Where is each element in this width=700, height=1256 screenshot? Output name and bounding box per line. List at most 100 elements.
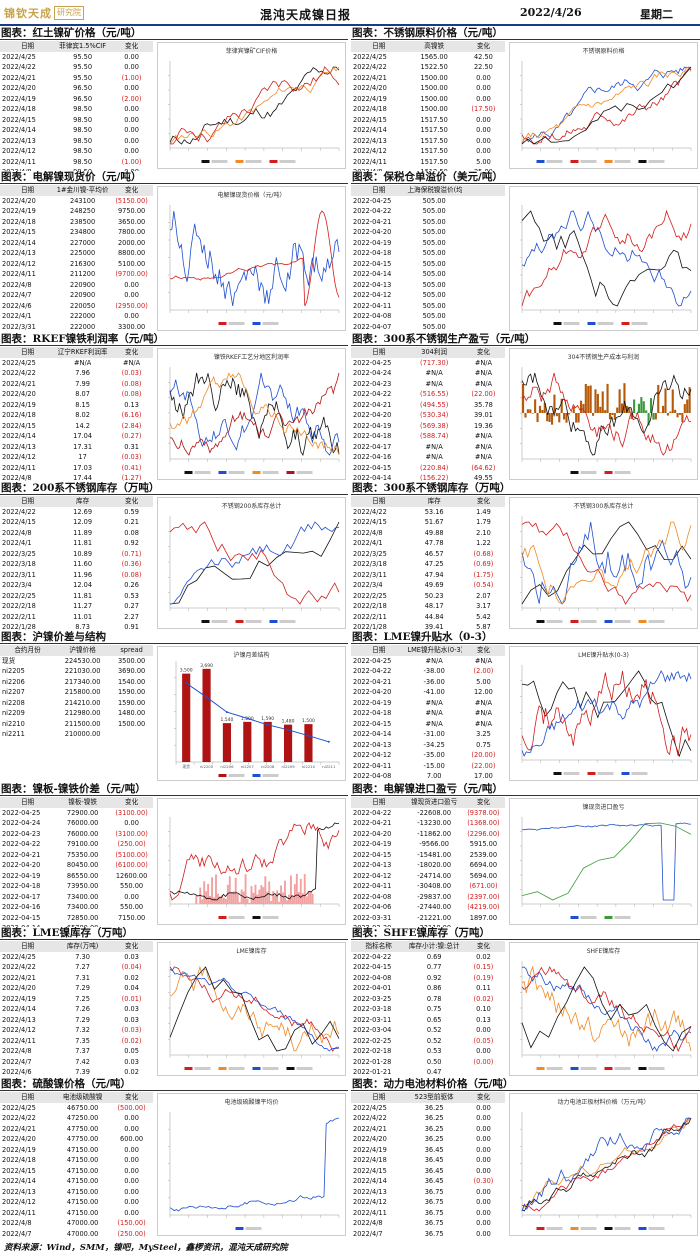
table-row: 2022-03-25 0.78 (0.02) [351, 994, 505, 1005]
table-header-row: 日期 523型前驱体 变化 [351, 1092, 505, 1103]
table-cell: 2022-04-21 [353, 819, 392, 827]
table-cell: 1565.00 [420, 52, 448, 61]
table-cell: 95.50 [73, 52, 93, 61]
table-cell: 2022-04-23 [2, 829, 41, 838]
table-row: 2022-04-21 505.00 [351, 217, 505, 228]
table-cell: #N/A [425, 698, 443, 707]
table-row: 2022-04-20 -11862.00 (2296.00) [351, 829, 505, 840]
legend-label-placeholder [597, 772, 614, 775]
table-cell: (9378.00) [467, 808, 500, 817]
table-row: 2022/4/22 1522.50 22.50 [351, 62, 505, 73]
table-cell: 7.27 [75, 963, 90, 971]
spread-area-bar [254, 884, 257, 904]
table-cell: 550.00 [120, 903, 144, 911]
legend-swatch [536, 620, 545, 623]
table-cell: -30408.00 [417, 882, 452, 890]
table-cell: -9566.00 [419, 840, 449, 848]
table-cell: 0.26 [124, 581, 139, 589]
table-cell: 2022/4/19 [2, 994, 36, 1003]
table-cell: 5.00 [476, 157, 491, 166]
profit-bar [604, 410, 607, 413]
table-cell: 1897.00 [469, 913, 498, 922]
table-cell: 220050 [70, 301, 96, 310]
table-row: 2022-04-20 (530.34) 39.01 [351, 410, 505, 421]
table-cell: -18020.00 [417, 861, 452, 869]
table-row: 2022/4/25 1565.00 42.50 [351, 52, 505, 63]
series-line [169, 822, 339, 901]
table-cell: -11862.00 [417, 829, 452, 838]
section-title: 图表：300系不锈钢库存（万吨） [351, 482, 700, 495]
table-row: 2022-04-12 -35.00 (20.00) [351, 750, 505, 761]
column-header: LME镍升贴水(0-3) [406, 645, 462, 656]
table-cell: 2022-03-30 [351, 923, 406, 927]
chart-title: LME镍升贴水(0-3) [578, 652, 629, 659]
table-cell: -22608.00 [417, 808, 452, 817]
table-header-row: 日期 库存 变化 [351, 496, 505, 507]
table-cell: 2022-04-19 [353, 698, 392, 707]
table-cell: 36.45 [424, 1166, 444, 1175]
price-point [307, 734, 310, 737]
table-cell: 2022-04-15 [353, 719, 392, 728]
spread-area-bar [203, 881, 206, 904]
table-row: 2022-04-20 80450.00 (6100.00) [0, 860, 153, 871]
table-row: 2022/3/18 47.25 (0.69) [351, 559, 505, 570]
table-cell: 0.00 [124, 291, 139, 299]
spread-area-bar [238, 902, 241, 904]
table-cell: 1.22 [476, 539, 491, 547]
table-row: 2022-02-18 0.53 0.00 [351, 1046, 505, 1057]
column-header: 变化 [461, 797, 505, 808]
table-row: 2022-04-24 76000.00 0.00 [0, 818, 153, 829]
table-cell: 2022-04-07 [353, 322, 392, 331]
table-cell: 2022/4/20 [353, 1135, 387, 1143]
profit-bar [664, 388, 667, 413]
table-row: 2022-04-22 79100.00 (250.00) [0, 839, 153, 850]
table-cell: 98.50 [73, 115, 93, 124]
table-cell: 7.00 [426, 772, 442, 780]
table-cell: 0.75 [476, 740, 491, 749]
table-cell: ni2207 [2, 688, 25, 696]
table-row: 现货 224530.00 3500.00 [0, 656, 153, 667]
table-cell: 95.50 [73, 73, 93, 82]
column-header: 日期 [0, 347, 56, 358]
table-cell: 2022/4/25 [353, 1103, 387, 1112]
legend-swatch [570, 1067, 579, 1070]
table-cell: 0.00 [124, 1145, 139, 1154]
section-panel: 图表：保税仓单溢价（美元/吨）日期上海保税镍溢价(均价)2022-04-2550… [351, 171, 700, 333]
table-cell: 10.89 [73, 549, 93, 558]
table-cell: 0.86 [426, 984, 442, 992]
table-cell: 53.16 [424, 507, 444, 516]
table-cell: 225000 [70, 249, 96, 257]
legend-label-placeholder [631, 322, 648, 325]
spread-area-bar [236, 894, 239, 904]
legend-swatch [536, 160, 545, 163]
table-row: 2022/3/11 11.96 (0.08) [0, 570, 153, 581]
table-cell: 2022/4/8 [2, 1047, 32, 1055]
table-cell: 96.50 [73, 94, 93, 103]
legend-label-placeholder [614, 160, 631, 163]
profit-bar [642, 401, 645, 413]
table-cell: 2022/4/19 [2, 207, 36, 215]
table-cell: (220.84) [420, 463, 449, 472]
profit-bar [618, 389, 621, 413]
table-cell: 0.04 [124, 984, 139, 992]
table-row: 2022-04-08 0.92 (0.19) [351, 973, 505, 984]
table-row: 2022/4/22 53.16 1.49 [351, 507, 505, 518]
table-cell: 2022/3/11 [2, 570, 36, 579]
table-cell: 1517.50 [420, 136, 448, 145]
table-cell: 1517.50 [420, 126, 448, 134]
table-cell: 2022/4/7 [2, 1057, 32, 1066]
table-cell: 2022-04-22 [2, 840, 41, 848]
table-cell: 2022/4/25 [353, 52, 387, 61]
table-cell: 2022/4/8 [2, 1219, 32, 1227]
table-cell: (0.02) [473, 994, 494, 1003]
legend-swatch [252, 322, 261, 325]
price-point [266, 723, 269, 726]
table-row: 2022/4/11 211200 (9700.00) [0, 269, 153, 280]
table-row: 2022-04-18 (588.74) #N/A [351, 431, 505, 442]
table-cell: (0.19) [473, 973, 494, 982]
table-cell [110, 729, 153, 740]
column-header: 变化 [110, 496, 153, 507]
table-cell: 0.91 [124, 623, 139, 631]
table-row: 2022/4/13 225000 8800.00 [0, 248, 153, 259]
legend-swatch [201, 620, 210, 623]
